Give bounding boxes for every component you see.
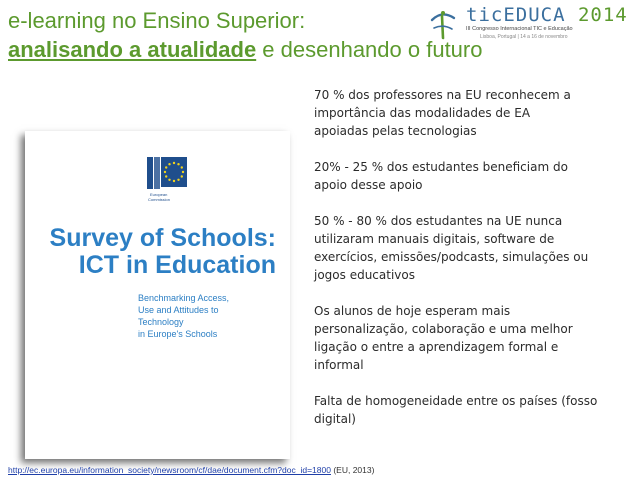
cover-title-line1: Survey of Schools:	[49, 224, 276, 252]
source-footer: http://ec.europa.eu/information_society/…	[8, 465, 374, 475]
logo-wordmark: ticEDUCA 2014	[466, 4, 628, 26]
paragraph-line: utilizaram manuais digitais, software de	[314, 232, 555, 246]
cover-subtitle-line: Benchmarking Access,	[138, 293, 230, 303]
logo-year: 2014	[577, 4, 628, 26]
paragraph-line: ligação o entre a aprendizagem formal e	[314, 340, 559, 354]
eu-caption-line2: Commission	[148, 197, 171, 202]
paragraph-line: importância das modalidades de EA	[314, 106, 531, 120]
paragraph-line: apoio desse apoio	[314, 178, 423, 192]
paragraph-line: Falta de homogeneidade entre os países (…	[314, 394, 598, 408]
title-highlight: analisando a atualidade	[8, 37, 257, 62]
slide-title-line1: e-learning no Ensino Superior:	[8, 8, 306, 33]
paragraph-line: 50 % - 80 % dos estudantes na UE nunca	[314, 214, 563, 228]
eu-star-icon	[172, 161, 176, 165]
statistic-paragraph: 20% - 25 % dos estudantes beneficiam do …	[314, 158, 630, 194]
eu-star-icon	[168, 163, 171, 166]
eu-star-icon	[177, 163, 180, 166]
statistic-paragraph: 50 % - 80 % dos estudantes na UE nunca u…	[314, 212, 630, 284]
paragraph-line: jogos educativos	[314, 268, 415, 282]
paragraph-line: personalização, colaboração e uma melhor	[314, 322, 573, 336]
slide-title-line2: analisando a atualidade e desenhando o f…	[8, 37, 482, 63]
logo-name: ticEDUCA	[466, 4, 566, 26]
eu-star-icon	[165, 166, 168, 169]
cover-subtitle: Benchmarking Access, Use and Attitudes t…	[138, 292, 229, 340]
cover-subtitle-line: in Europe's Schools	[138, 329, 218, 339]
statistics-list: 70 % dos professores na EU reconhecem a …	[314, 86, 630, 446]
eu-star-icon	[180, 175, 183, 178]
logo-subtitle: III Congresso Internacional TIC e Educaç…	[466, 26, 573, 32]
paragraph-line: 70 % dos professores na EU reconhecem a	[314, 88, 571, 102]
report-cover: European Commission Survey of Schools: I…	[25, 131, 290, 459]
paragraph-line: informal	[314, 358, 364, 372]
eu-star-icon	[172, 179, 176, 183]
statistic-paragraph: 70 % dos professores na EU reconhecem a …	[314, 86, 630, 140]
paragraph-line: Os alunos de hoje esperam mais	[314, 304, 511, 318]
european-commission-logo-icon	[143, 153, 191, 193]
cover-title-line2: ICT in Education	[78, 251, 276, 279]
eu-star-icon	[177, 178, 180, 181]
eu-caption-line1: European	[150, 192, 168, 197]
eu-star-icon	[168, 178, 171, 181]
cover-subtitle-line: Use and Attitudes to	[138, 305, 219, 315]
ticeduca-logo: ticEDUCA 2014 III Congresso Internaciona…	[428, 4, 633, 44]
statistic-paragraph: Os alunos de hoje esperam mais personali…	[314, 302, 630, 374]
eu-star-icon	[180, 166, 183, 169]
title-rest: e desenhando o futuro	[256, 37, 483, 62]
logo-location: Lisboa, Portugal | 14 a 16 de novembro	[480, 34, 568, 40]
eu-star-icon	[165, 175, 168, 178]
statistic-paragraph: Falta de homogeneidade entre os países (…	[314, 392, 630, 428]
source-citation: (EU, 2013)	[330, 465, 375, 475]
paragraph-line: 20% - 25 % dos estudantes beneficiam do	[314, 160, 568, 174]
cover-subtitle-line: Technology	[138, 317, 184, 327]
ticeduca-mark-icon	[430, 11, 456, 40]
eu-star-icon	[163, 170, 167, 174]
paragraph-line: digital)	[314, 412, 356, 426]
source-link[interactable]: http://ec.europa.eu/information_society/…	[8, 465, 331, 475]
paragraph-line: apoiadas pelas tecnologias	[314, 124, 477, 138]
paragraph-line: exercícios, emissões/podcasts, simulaçõe…	[314, 250, 589, 264]
eu-star-icon	[181, 170, 185, 174]
